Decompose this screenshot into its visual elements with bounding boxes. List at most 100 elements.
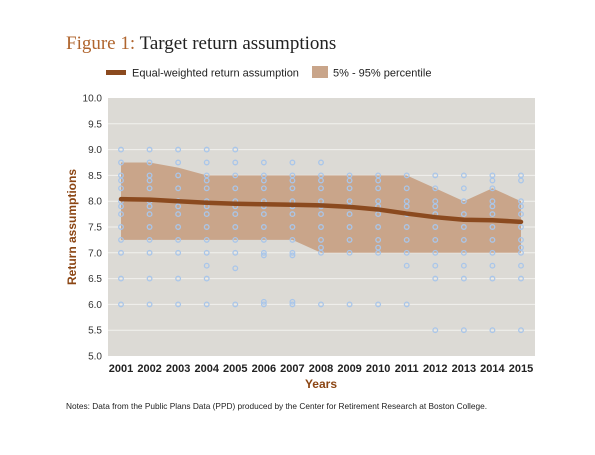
data-point <box>489 185 496 192</box>
data-point <box>175 185 182 192</box>
x-tick-label: 2006 <box>252 363 276 375</box>
data-point <box>146 177 153 184</box>
data-point <box>289 224 296 230</box>
data-point <box>518 327 524 334</box>
data-point <box>118 224 124 230</box>
x-tick-label: 2003 <box>166 363 190 375</box>
data-point <box>460 236 467 243</box>
data-point <box>460 211 467 218</box>
data-point <box>146 224 153 230</box>
scatter-points <box>118 146 524 334</box>
x-tick-label: 2004 <box>194 363 219 375</box>
data-point <box>432 275 439 282</box>
data-point <box>260 249 267 256</box>
data-point <box>175 224 182 230</box>
data-point <box>232 301 239 308</box>
data-point <box>146 159 153 166</box>
data-point <box>203 159 210 166</box>
data-point <box>518 203 524 210</box>
data-point <box>203 301 210 308</box>
data-point <box>232 224 239 230</box>
data-point <box>375 249 382 256</box>
percentile-band <box>121 162 521 253</box>
data-point <box>403 262 410 269</box>
notes: Notes: Data from the Public Plans Data (… <box>66 401 488 411</box>
y-tick-label: 9.0 <box>88 145 102 156</box>
y-tick-label: 6.0 <box>88 300 102 311</box>
data-point <box>289 185 296 192</box>
data-point <box>260 236 267 243</box>
data-point <box>518 249 524 256</box>
data-point <box>232 172 239 179</box>
data-point <box>118 185 124 192</box>
data-point <box>203 146 210 153</box>
data-point <box>403 236 410 243</box>
data-point <box>289 252 296 259</box>
figure-title: Figure 1: Target return assumptions <box>66 33 336 55</box>
x-tick-label: 2013 <box>452 363 476 375</box>
data-point <box>118 177 124 184</box>
data-point <box>432 249 439 256</box>
data-point <box>346 211 353 218</box>
data-point <box>289 236 296 243</box>
y-tick-label: 6.5 <box>88 274 102 285</box>
data-point <box>460 185 467 192</box>
data-point <box>175 203 182 210</box>
data-point <box>318 249 324 256</box>
data-point <box>118 249 124 256</box>
data-point <box>175 172 182 179</box>
data-point <box>460 172 467 179</box>
data-point <box>518 262 524 269</box>
x-tick-label: 2010 <box>366 363 390 375</box>
data-point <box>146 301 153 308</box>
figure-label: Figure 1: <box>66 33 136 54</box>
data-point <box>289 211 296 218</box>
data-point <box>118 159 124 166</box>
data-point <box>146 146 153 153</box>
data-point <box>318 159 324 166</box>
data-point <box>260 159 267 166</box>
y-tick-label: 9.5 <box>88 119 102 130</box>
data-point <box>260 252 267 259</box>
legend-line-label: Equal-weighted return assumption <box>132 68 299 80</box>
data-point <box>318 236 324 243</box>
data-point <box>432 236 439 243</box>
x-tick-label: 2007 <box>280 363 304 375</box>
data-point <box>175 275 182 282</box>
data-point <box>432 185 439 192</box>
data-point <box>489 275 496 282</box>
data-point <box>146 249 153 256</box>
data-point <box>289 249 296 256</box>
data-point <box>346 224 353 230</box>
y-tick-label: 7.5 <box>88 223 102 234</box>
figure-title-text: Target return assumptions <box>139 33 337 54</box>
x-tick-labels: 2001 2002 2003 2004 2005 2006 2007 2008 2009 2010… <box>109 363 533 375</box>
legend: Equal-weighted return assumption 5% - 95… <box>106 66 431 80</box>
average-line <box>118 196 524 225</box>
data-point <box>203 177 210 184</box>
data-point <box>489 236 496 243</box>
data-point <box>403 224 410 230</box>
data-point <box>203 249 210 256</box>
x-axis-label: Years <box>305 377 337 391</box>
data-point <box>118 203 124 210</box>
y-tick-label: 5.0 <box>88 352 102 363</box>
legend-line-swatch <box>106 70 126 75</box>
data-point <box>118 236 124 243</box>
data-point <box>518 177 524 184</box>
data-point <box>375 211 382 218</box>
x-tick-label: 2008 <box>309 363 333 375</box>
data-point <box>318 185 324 192</box>
legend-band-label: 5% - 95% percentile <box>333 68 431 80</box>
data-point <box>460 275 467 282</box>
data-point <box>460 249 467 256</box>
data-point <box>232 249 239 256</box>
data-point <box>432 327 439 334</box>
data-point <box>489 224 496 230</box>
average-line-path <box>118 196 524 225</box>
data-point <box>175 211 182 218</box>
data-point <box>518 211 524 218</box>
y-axis-label: Return assumptions <box>65 169 79 285</box>
data-point <box>460 262 467 269</box>
